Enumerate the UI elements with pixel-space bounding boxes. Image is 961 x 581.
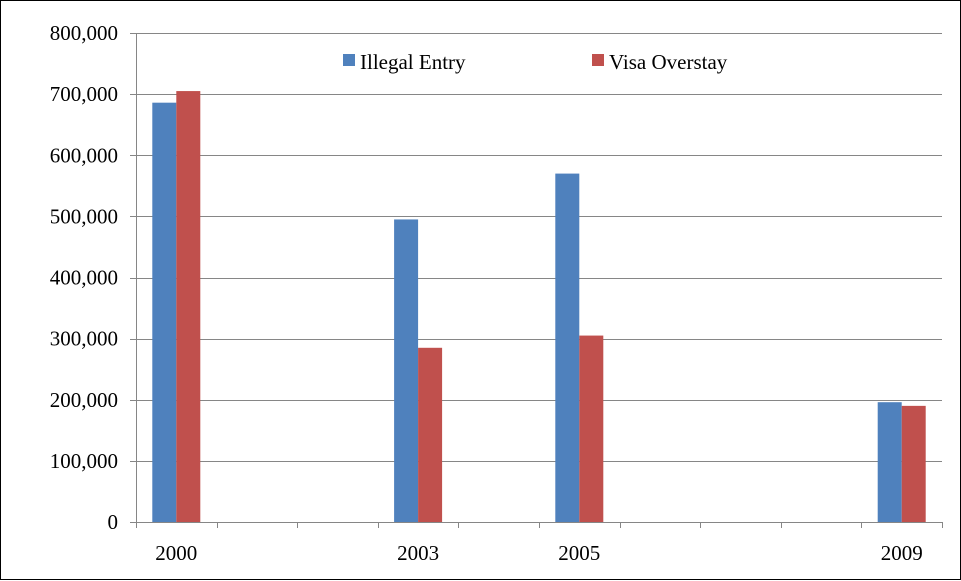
- y-tick-label: 100,000: [50, 449, 118, 473]
- legend-label-illegal-entry: Illegal Entry: [360, 50, 466, 74]
- bar-visa-overstay-2009: [901, 405, 926, 522]
- y-tick-label: 600,000: [50, 143, 118, 167]
- x-tick-label: 2005: [558, 541, 600, 565]
- bar-visa-overstay-2003: [418, 347, 443, 522]
- bar-illegal-entry-2005: [555, 173, 580, 522]
- x-tick-label: 2003: [397, 541, 439, 565]
- legend-label-visa-overstay: Visa Overstay: [609, 50, 728, 74]
- legend: Illegal Entry Visa Overstay: [343, 50, 728, 74]
- y-tick-label: 0: [108, 510, 119, 534]
- bars: [152, 91, 926, 523]
- legend-swatch-illegal-entry: [343, 54, 355, 66]
- y-tick-label: 200,000: [50, 388, 118, 412]
- bar-illegal-entry-2000: [152, 102, 177, 523]
- y-tick-label: 800,000: [50, 21, 118, 45]
- bar-visa-overstay-2000: [176, 91, 201, 522]
- bar-illegal-entry-2003: [394, 219, 419, 522]
- y-tick-label: 500,000: [50, 204, 118, 228]
- y-tick-label: 700,000: [50, 82, 118, 106]
- y-tick-label: 400,000: [50, 266, 118, 290]
- y-tick-label: 300,000: [50, 327, 118, 351]
- x-tick-label: 2000: [155, 541, 197, 565]
- bar-illegal-entry-2009: [877, 402, 902, 522]
- bar-visa-overstay-2005: [579, 335, 604, 522]
- gridlines: [136, 33, 942, 462]
- x-tick-label: 2009: [881, 541, 923, 565]
- axes: [130, 33, 943, 528]
- tick-labels: 0 100,000 200,000 300,000 400,000 500,000 600,…: [50, 21, 923, 565]
- legend-swatch-visa-overstay: [592, 54, 604, 66]
